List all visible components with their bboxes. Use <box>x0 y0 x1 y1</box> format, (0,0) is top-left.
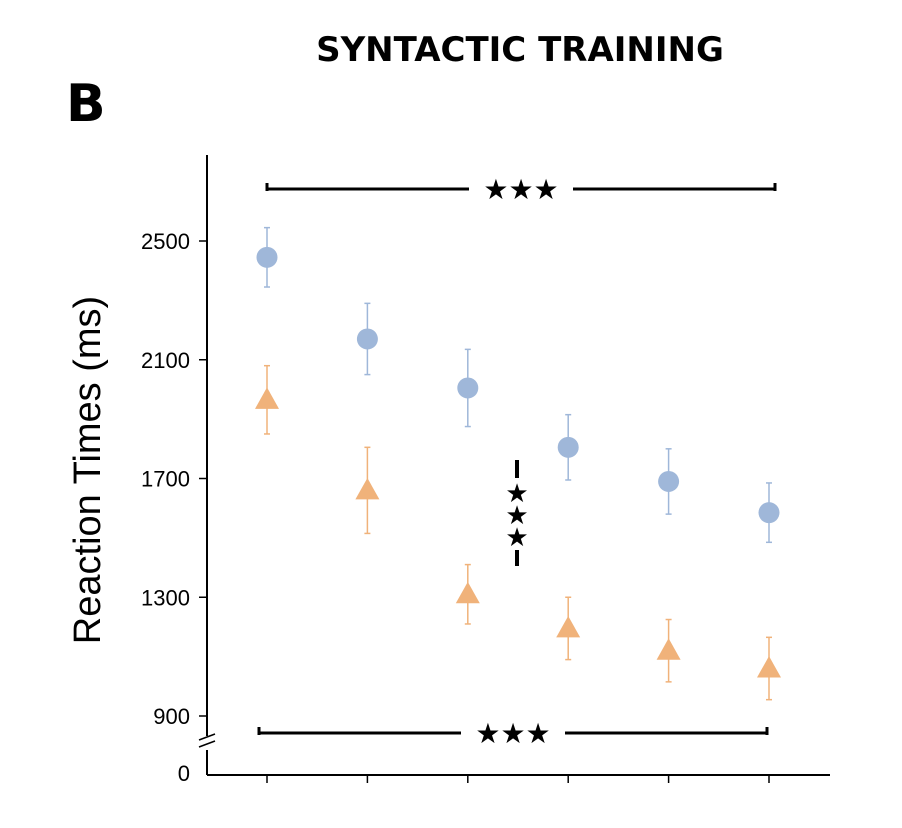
bottom-significance-stars: ★★★ <box>475 717 550 750</box>
circle-point <box>758 502 780 524</box>
axis-break-mark <box>198 740 216 748</box>
triangle-point <box>556 616 581 638</box>
chart-title: SYNTACTIC TRAINING <box>316 30 724 70</box>
top-significance-stars: ★★★ <box>483 173 558 206</box>
y-tick-label: 2500 <box>141 229 190 254</box>
y-tick-label: 1300 <box>141 585 190 610</box>
circle-point <box>356 328 378 350</box>
middle-significance-star: ★ <box>505 523 528 553</box>
triangle-point <box>656 638 681 660</box>
middle-significance-star: ★ <box>505 501 528 531</box>
triangle-point <box>455 581 480 604</box>
circle-point <box>658 470 680 492</box>
circle-point <box>457 377 479 399</box>
triangle-point <box>757 656 781 678</box>
triangle-point <box>355 477 380 500</box>
y-tick-label: 900 <box>153 704 190 729</box>
middle-significance-star: ★ <box>505 479 528 509</box>
y-axis-label: Reaction Times (ms) <box>67 296 109 644</box>
y-tick-label: 1700 <box>141 467 190 492</box>
triangle-point <box>255 387 279 409</box>
y-tick-label: 0 <box>178 761 190 786</box>
circle-point <box>557 436 579 458</box>
circle-point <box>256 246 278 268</box>
panel-label: B <box>66 74 106 134</box>
y-tick-label: 2100 <box>141 348 190 373</box>
axis-break-mark <box>198 733 216 741</box>
